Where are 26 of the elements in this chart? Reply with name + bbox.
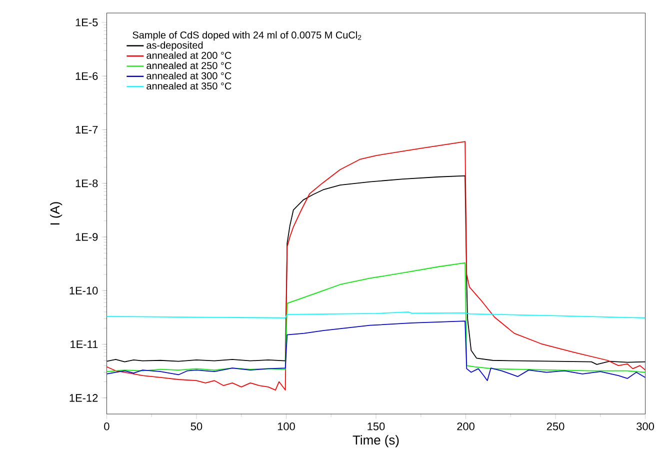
line-series: [106, 320, 646, 382]
x-tick-label: 250: [546, 422, 564, 430]
line-series: [106, 262, 646, 373]
legend-label: annealed at 300 °C: [146, 72, 232, 80]
legend-label: as-deposited: [146, 41, 203, 51]
legend-label: annealed at 200 °C: [146, 52, 232, 59]
y-tick-label: 1E-10: [70, 286, 98, 294]
y-axis-title: I (A): [50, 202, 62, 225]
y-tick-label: 1E-7: [76, 126, 98, 134]
x-axis-title: Time (s): [352, 435, 399, 448]
x-tick-label: 300: [636, 422, 654, 430]
legend-label: annealed at 350 °C: [146, 82, 232, 90]
y-tick-label: 1E-6: [76, 72, 98, 80]
y-tick-label: 1E-12: [70, 394, 98, 402]
y-tick-label: 1E-5: [76, 18, 98, 26]
x-tick-label: 200: [457, 422, 474, 430]
y-tick-label: 1E-11: [70, 340, 98, 348]
y-tick-label: 1E-8: [76, 179, 98, 188]
line-series: [106, 141, 646, 390]
x-tick-label: 50: [190, 422, 202, 430]
x-tick-label: 100: [278, 422, 295, 430]
legend-label: annealed at 250 °C: [146, 62, 232, 70]
x-tick-label: 150: [368, 422, 385, 430]
x-tick-label: 0: [104, 422, 110, 430]
legend-title: Sample of CdS doped with 24 ml of 0.0075 M CuCl$_{2}$: [132, 31, 362, 41]
y-tick-label: 1E-9: [76, 233, 98, 241]
